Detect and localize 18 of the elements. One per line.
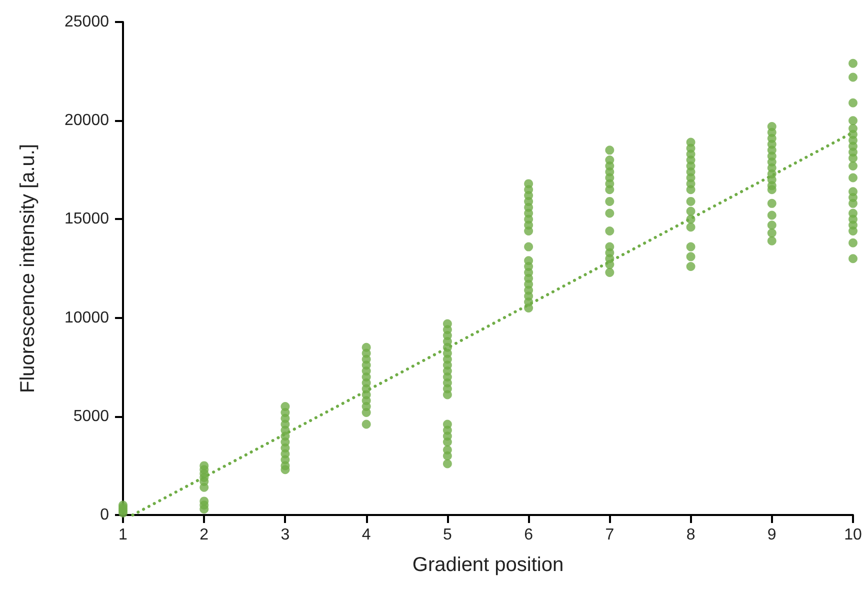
x-tick-label: 6: [524, 526, 534, 544]
x-tick-label: 3: [280, 526, 290, 544]
y-axis-title: Fluorescence intensity [a.u.]: [17, 144, 39, 394]
y-tick-label: 10000: [64, 309, 110, 326]
x-tick-label: 8: [686, 526, 696, 544]
x-tick-label: 7: [605, 526, 614, 544]
y-tick-label: 25000: [64, 14, 110, 30]
x-axis-title: Gradient position: [412, 554, 564, 576]
x-tick-label: 10: [844, 526, 862, 544]
x-tick-label: 4: [362, 526, 371, 544]
x-tick-label: 2: [200, 526, 209, 544]
y-tick-label: 20000: [64, 112, 110, 130]
y-tick-label: 0: [100, 506, 110, 524]
x-tick-label: 1: [118, 526, 128, 544]
y-tick-label: 15000: [64, 210, 110, 228]
x-tick-label: 9: [767, 526, 776, 544]
y-tick-label: 5000: [73, 408, 110, 425]
x-tick-label: 5: [442, 526, 452, 544]
